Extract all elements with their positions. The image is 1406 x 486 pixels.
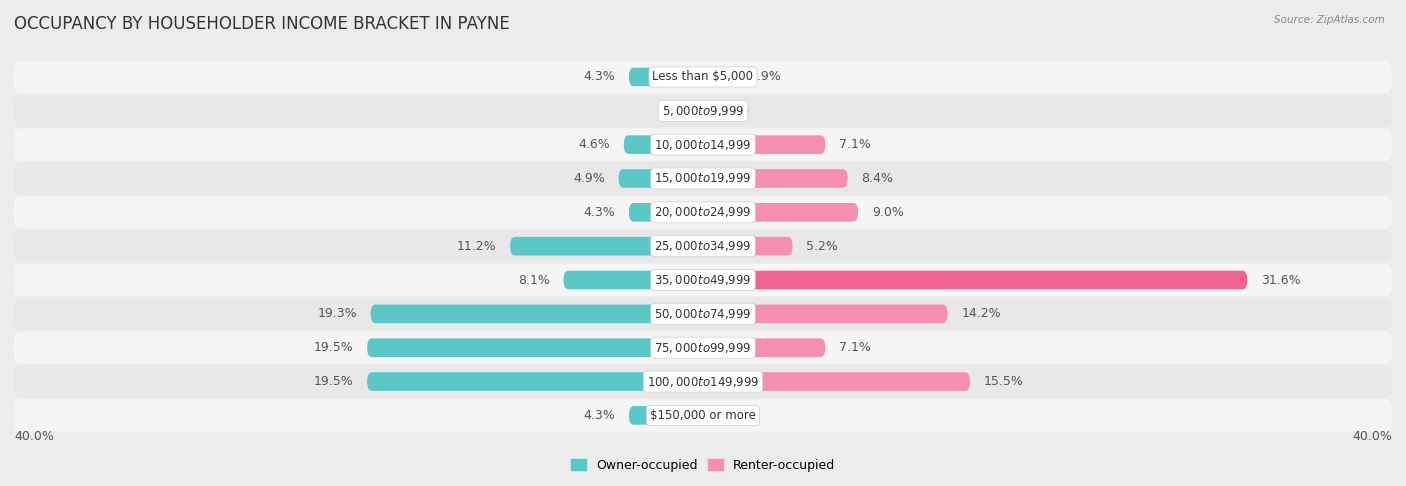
FancyBboxPatch shape	[14, 61, 1392, 93]
Text: $100,000 to $149,999: $100,000 to $149,999	[647, 375, 759, 388]
Text: 4.3%: 4.3%	[583, 70, 616, 84]
Text: Less than $5,000: Less than $5,000	[652, 70, 754, 84]
FancyBboxPatch shape	[510, 237, 703, 256]
Text: 4.6%: 4.6%	[578, 138, 610, 151]
Text: 40.0%: 40.0%	[14, 430, 53, 443]
Text: $35,000 to $49,999: $35,000 to $49,999	[654, 273, 752, 287]
Text: 11.2%: 11.2%	[457, 240, 496, 253]
FancyBboxPatch shape	[371, 305, 703, 323]
Text: 15.5%: 15.5%	[984, 375, 1024, 388]
Legend: Owner-occupied, Renter-occupied: Owner-occupied, Renter-occupied	[567, 453, 839, 477]
Text: 19.3%: 19.3%	[318, 307, 357, 320]
FancyBboxPatch shape	[703, 338, 825, 357]
FancyBboxPatch shape	[628, 68, 703, 86]
Text: 7.1%: 7.1%	[839, 138, 870, 151]
FancyBboxPatch shape	[703, 305, 948, 323]
FancyBboxPatch shape	[367, 372, 703, 391]
Text: 4.3%: 4.3%	[583, 409, 616, 422]
Text: 19.5%: 19.5%	[314, 375, 353, 388]
FancyBboxPatch shape	[703, 68, 735, 86]
FancyBboxPatch shape	[628, 203, 703, 222]
Text: 0.0%: 0.0%	[717, 409, 749, 422]
FancyBboxPatch shape	[703, 237, 793, 256]
FancyBboxPatch shape	[703, 271, 1247, 289]
FancyBboxPatch shape	[703, 169, 848, 188]
FancyBboxPatch shape	[14, 162, 1392, 195]
FancyBboxPatch shape	[14, 264, 1392, 296]
Text: 1.9%: 1.9%	[749, 70, 782, 84]
Text: 40.0%: 40.0%	[1353, 430, 1392, 443]
FancyBboxPatch shape	[14, 196, 1392, 228]
Text: 14.2%: 14.2%	[962, 307, 1001, 320]
Text: $10,000 to $14,999: $10,000 to $14,999	[654, 138, 752, 152]
FancyBboxPatch shape	[703, 372, 970, 391]
Text: $25,000 to $34,999: $25,000 to $34,999	[654, 239, 752, 253]
Text: 7.1%: 7.1%	[839, 341, 870, 354]
FancyBboxPatch shape	[14, 230, 1392, 262]
FancyBboxPatch shape	[14, 331, 1392, 364]
Text: $15,000 to $19,999: $15,000 to $19,999	[654, 172, 752, 186]
Text: $50,000 to $74,999: $50,000 to $74,999	[654, 307, 752, 321]
FancyBboxPatch shape	[624, 135, 703, 154]
FancyBboxPatch shape	[703, 203, 858, 222]
FancyBboxPatch shape	[628, 406, 703, 425]
FancyBboxPatch shape	[14, 399, 1392, 432]
Text: $20,000 to $24,999: $20,000 to $24,999	[654, 205, 752, 219]
Text: 8.4%: 8.4%	[862, 172, 893, 185]
FancyBboxPatch shape	[14, 297, 1392, 330]
Text: Source: ZipAtlas.com: Source: ZipAtlas.com	[1274, 15, 1385, 25]
Text: 8.1%: 8.1%	[517, 274, 550, 287]
FancyBboxPatch shape	[14, 365, 1392, 398]
Text: 31.6%: 31.6%	[1261, 274, 1301, 287]
Text: $5,000 to $9,999: $5,000 to $9,999	[662, 104, 744, 118]
Text: 4.9%: 4.9%	[574, 172, 605, 185]
Text: 19.5%: 19.5%	[314, 341, 353, 354]
Text: 0.0%: 0.0%	[717, 104, 749, 117]
FancyBboxPatch shape	[703, 135, 825, 154]
Text: $75,000 to $99,999: $75,000 to $99,999	[654, 341, 752, 355]
FancyBboxPatch shape	[14, 95, 1392, 127]
Text: $150,000 or more: $150,000 or more	[650, 409, 756, 422]
FancyBboxPatch shape	[564, 271, 703, 289]
Text: 5.2%: 5.2%	[807, 240, 838, 253]
Text: 4.3%: 4.3%	[583, 206, 616, 219]
FancyBboxPatch shape	[14, 128, 1392, 161]
FancyBboxPatch shape	[367, 338, 703, 357]
FancyBboxPatch shape	[619, 169, 703, 188]
Text: OCCUPANCY BY HOUSEHOLDER INCOME BRACKET IN PAYNE: OCCUPANCY BY HOUSEHOLDER INCOME BRACKET …	[14, 15, 510, 33]
Text: 9.0%: 9.0%	[872, 206, 904, 219]
Text: 0.0%: 0.0%	[657, 104, 689, 117]
